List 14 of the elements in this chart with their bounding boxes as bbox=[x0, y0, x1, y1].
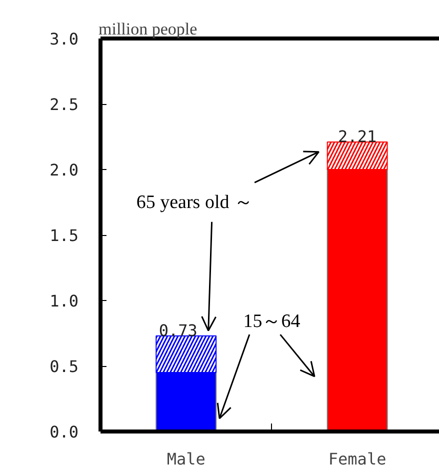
y-tick-label: 3.0 bbox=[50, 30, 79, 48]
y-tick-label: 0.5 bbox=[50, 357, 79, 376]
x-tick-label: Female bbox=[328, 450, 386, 468]
total-label: 0.73 bbox=[158, 320, 198, 340]
y-axis-title: million people bbox=[98, 20, 198, 38]
y-tick-label: 0.0 bbox=[50, 422, 79, 442]
y-tick-label: 1.5 bbox=[50, 226, 79, 245]
y-tick-label: 2.0 bbox=[50, 160, 79, 180]
text: 65 years old ～ bbox=[136, 192, 253, 213]
y-tick-label: 1.0 bbox=[50, 292, 79, 310]
x-tick-label: Male bbox=[166, 450, 206, 468]
total-label: 2.21 bbox=[338, 126, 377, 146]
y-tick-label: 2.5 bbox=[50, 95, 79, 114]
series-label: 15～64 bbox=[243, 310, 301, 332]
